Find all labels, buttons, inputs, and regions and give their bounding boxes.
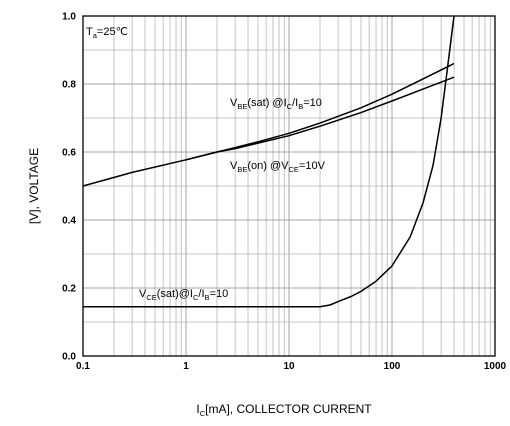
chart-series (82, 15, 455, 308)
x-label-rest: [mA], COLLECTOR CURRENT (205, 402, 372, 416)
vce-sat-curve (83, 15, 455, 308)
y-tick-label: 0.8 (62, 80, 76, 91)
x-tick-label: 10 (283, 361, 295, 372)
x-tick-label: 1 (183, 361, 189, 372)
annotation-part: =10V (299, 160, 326, 172)
y-tick-label: 0.2 (62, 284, 76, 295)
vbe-on-label: VBE(on) @VCE=10V (230, 160, 326, 174)
x-axis-label: IC[mA], COLLECTOR CURRENT (196, 402, 372, 418)
temperature-condition: Ta=25℃ (86, 26, 128, 40)
annotation-part: (sat) @I (247, 97, 286, 109)
annotation-part: B (298, 102, 303, 111)
x-tick-label: 0.1 (76, 361, 90, 372)
vce-sat-label: VCE(sat)@IC/IB=10 (139, 288, 228, 302)
chart-grid (83, 15, 495, 357)
annotation-part: =10 (303, 97, 322, 109)
plot-frame (82, 15, 496, 357)
x-tick-label: 100 (384, 361, 401, 372)
y-tick-label: 1.0 (62, 12, 76, 23)
condition-rest: =25℃ (97, 26, 128, 38)
x-tick-label: 1000 (484, 361, 507, 372)
annotation-part: V (139, 288, 147, 300)
annotation-part: (on) @V (247, 160, 289, 172)
y-tick-label: 0.0 (62, 352, 76, 363)
annotation-part: /I (198, 288, 204, 300)
condition-main: T (86, 26, 93, 38)
annotation-part: C (287, 102, 293, 111)
x-label-sub: C (200, 409, 206, 418)
annotation-part: C (193, 293, 199, 302)
x-label-main: I (196, 402, 199, 416)
annotation-part: CE (288, 165, 298, 174)
annotation-part: (sat)@I (157, 288, 193, 300)
y-axis-label: [V], VOLTAGE (27, 148, 41, 224)
annotation-part: V (230, 97, 238, 109)
annotation-part: V (230, 160, 238, 172)
annotation-part: CE (146, 293, 156, 302)
vbe-sat-curve (82, 62, 455, 187)
annotation-part: B (205, 293, 210, 302)
vbe-on-curve (185, 76, 455, 161)
annotation-part: BE (237, 165, 247, 174)
annotation-part: =10 (210, 288, 229, 300)
condition-sub: a (93, 31, 98, 40)
vbe-sat-label: VBE(sat) @IC/IB=10 (230, 97, 322, 111)
annotation-part: /I (292, 97, 298, 109)
annotation-part: BE (237, 102, 247, 111)
y-tick-label: 0.6 (62, 148, 76, 159)
y-tick-label: 0.4 (62, 216, 76, 227)
tick-labels: 0.1 1 10 100 1000 0.0 0.2 0.4 0.6 0.8 1.0 (62, 12, 506, 373)
